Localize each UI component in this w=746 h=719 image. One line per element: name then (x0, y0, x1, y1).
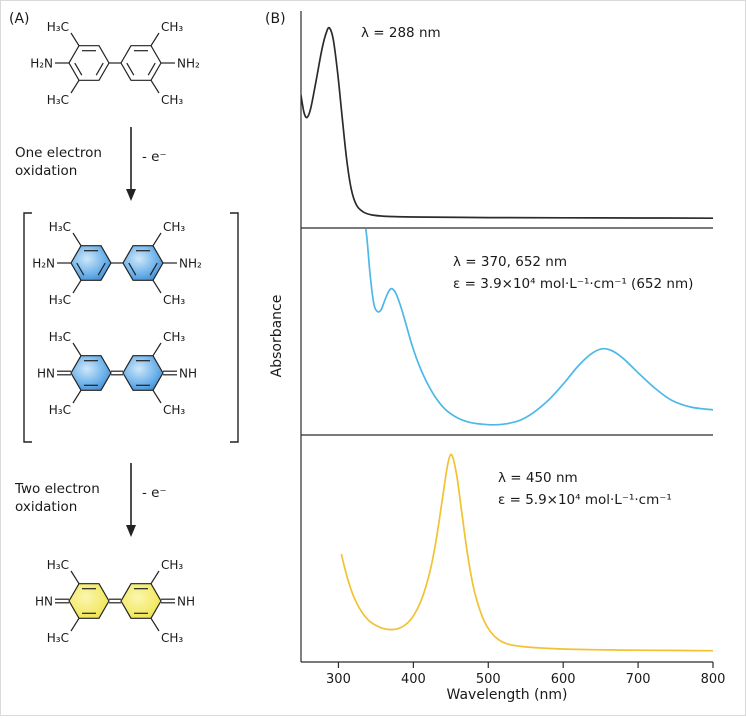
imine-label: NH (179, 367, 197, 381)
methyl-label: H₃C (47, 631, 69, 645)
spectrum-curve-3 (340, 453, 713, 652)
methyl-label: CH₃ (161, 20, 183, 34)
spectrum-curve-1 (301, 26, 713, 220)
arrow-head-icon (126, 189, 136, 201)
benzene-ring-left (68, 45, 110, 81)
annotation-epsilon-652: ε = 3.9×10⁴ mol·L⁻¹·cm⁻¹ (652 nm) (453, 276, 693, 292)
methyl-label: CH₃ (161, 631, 183, 645)
amine-label: NH₂ (177, 57, 200, 71)
spectra-axes (300, 11, 713, 663)
diimine-product: H₃C H₃C HN CH₃ CH₃ NH (35, 558, 195, 645)
blue-ring-right (122, 355, 164, 391)
amine-label: NH₂ (179, 257, 202, 271)
benzene-ring-right (120, 45, 162, 81)
x-tick-label: 800 (701, 672, 726, 687)
annotation-lambda-288: λ = 288 nm (361, 25, 441, 41)
x-tick-label: 700 (626, 672, 651, 687)
step1-electron-label: - e⁻ (142, 149, 167, 165)
step1-text-line1: One electron (15, 145, 102, 161)
y-axis-label: Absorbance (269, 295, 285, 378)
oxidation-step-2: Two electron oxidation - e⁻ (14, 463, 167, 537)
reaction-scheme: H₃C H₃C H₂N CH₃ CH₃ NH₂ One electron oxi… (14, 20, 239, 645)
blue-ring-right (122, 245, 164, 281)
intermediate-quinoid: H₃C H₃C HN CH₃ CH₃ NH (37, 330, 197, 417)
x-tick-label: 600 (551, 672, 576, 687)
yellow-ring-right (120, 583, 162, 619)
oxidation-step-1: One electron oxidation - e⁻ (15, 127, 167, 201)
methyl-label: CH₃ (161, 93, 183, 107)
annotation-lambda-370-652: λ = 370, 652 nm (453, 254, 567, 270)
annotation-lambda-450: λ = 450 nm (498, 470, 578, 486)
intermediate-aromatic: H₃C H₃C H₂N CH₃ CH₃ NH₂ (32, 220, 202, 307)
methyl-label: CH₃ (161, 558, 183, 572)
panel-b-label: (B) (265, 11, 286, 27)
methyl-label: H₃C (47, 93, 69, 107)
methyl-label: H₃C (49, 403, 71, 417)
step2-text-line1: Two electron (14, 481, 100, 497)
yellow-ring-left (68, 583, 110, 619)
methyl-label: CH₃ (163, 403, 185, 417)
imine-label: HN (35, 595, 53, 609)
amine-label: H₂N (30, 57, 53, 71)
amine-label: H₂N (32, 257, 55, 271)
methyl-label: H₃C (47, 558, 69, 572)
x-axis-ticks: 300 400 500 600 700 800 (326, 662, 725, 687)
methyl-label: CH₃ (163, 220, 185, 234)
imine-label: NH (177, 595, 195, 609)
spectrum-curve-2 (364, 229, 713, 426)
imine-label: HN (37, 367, 55, 381)
step2-text-line2: oxidation (15, 499, 77, 515)
annotation-epsilon-450: ε = 5.9×10⁴ mol·L⁻¹·cm⁻¹ (498, 492, 672, 508)
x-tick-label: 300 (326, 672, 351, 687)
methyl-label: CH₃ (163, 330, 185, 344)
blue-ring-left (70, 355, 112, 391)
methyl-label: H₃C (49, 293, 71, 307)
methyl-label: CH₃ (163, 293, 185, 307)
x-tick-label: 500 (476, 672, 501, 687)
methyl-label: H₃C (47, 20, 69, 34)
spectra-curves (301, 26, 713, 652)
methyl-label: H₃C (49, 330, 71, 344)
step2-electron-label: - e⁻ (142, 485, 167, 501)
panel-a-label: (A) (9, 11, 30, 27)
x-tick-label: 400 (401, 672, 426, 687)
methyl-label: H₃C (49, 220, 71, 234)
blue-ring-left (70, 245, 112, 281)
intermediate-brackets (23, 212, 239, 443)
tmb-structure: H₃C H₃C H₂N CH₃ CH₃ NH₂ (30, 20, 200, 107)
arrow-head-icon (126, 525, 136, 537)
step1-text-line2: oxidation (15, 163, 77, 179)
x-axis-label: Wavelength (nm) (447, 687, 568, 703)
